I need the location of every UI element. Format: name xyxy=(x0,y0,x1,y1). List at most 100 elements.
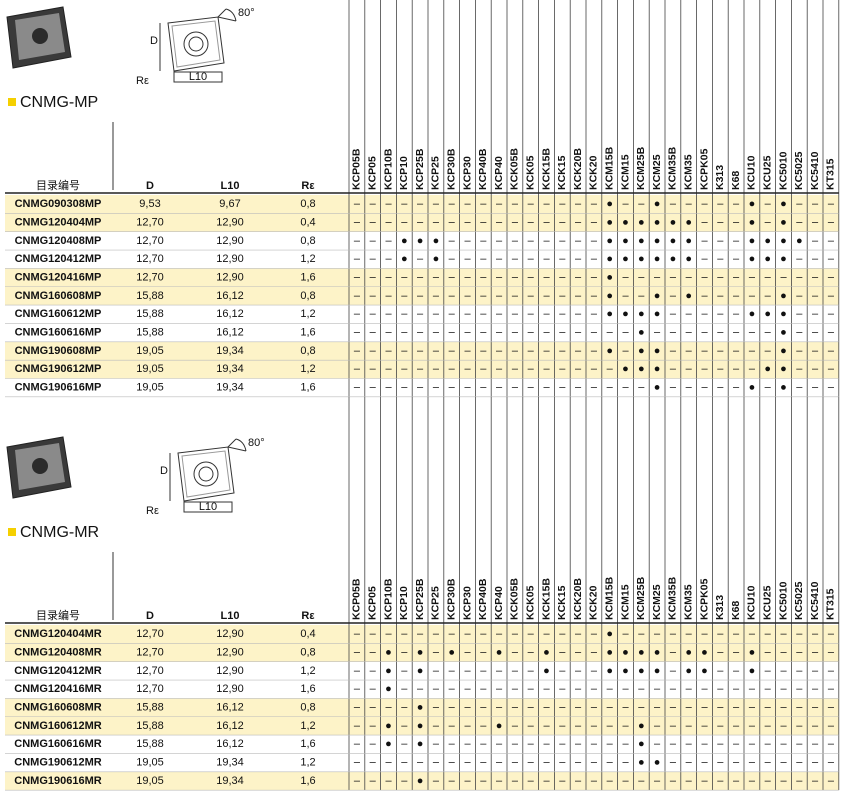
availability: – xyxy=(575,646,582,658)
availability: ● xyxy=(417,775,424,787)
availability: – xyxy=(717,345,724,357)
availability: – xyxy=(575,775,582,787)
availability: ● xyxy=(606,198,613,210)
availability: – xyxy=(638,271,645,283)
availability: – xyxy=(559,628,566,640)
availability: – xyxy=(812,345,819,357)
availability: – xyxy=(543,216,550,228)
row-highlight xyxy=(5,213,839,232)
r-value: 0,8 xyxy=(300,235,315,247)
availability: – xyxy=(733,382,740,394)
availability: – xyxy=(749,628,756,640)
availability: – xyxy=(354,646,361,658)
availability: ● xyxy=(764,363,771,375)
r-value: 0,8 xyxy=(300,701,315,713)
availability: ● xyxy=(622,646,629,658)
availability: – xyxy=(701,738,708,750)
d-value: 19,05 xyxy=(136,345,164,357)
availability: – xyxy=(559,235,566,247)
grade-header: KCM15B xyxy=(603,576,615,620)
availability: – xyxy=(433,775,440,787)
availability: – xyxy=(591,775,598,787)
d-value: 12,70 xyxy=(136,271,164,283)
d-value: 15,88 xyxy=(136,308,164,320)
availability: – xyxy=(638,382,645,394)
r-value: 1,6 xyxy=(300,327,315,339)
availability: – xyxy=(401,382,408,394)
catalog-number: CNMG190608MP xyxy=(15,345,102,357)
grade-header: KCP25B xyxy=(414,148,426,190)
availability: – xyxy=(591,665,598,677)
grade-header: K313 xyxy=(714,595,726,620)
availability: – xyxy=(496,738,503,750)
availability: – xyxy=(686,720,693,732)
diagram-inner xyxy=(171,20,221,68)
row-highlight xyxy=(5,716,839,736)
availability: – xyxy=(591,345,598,357)
availability: ● xyxy=(654,235,661,247)
availability: – xyxy=(828,235,835,247)
availability: – xyxy=(575,271,582,283)
availability: – xyxy=(464,216,471,228)
availability: – xyxy=(575,757,582,769)
title-marker xyxy=(8,98,16,106)
grade-header: KC5410 xyxy=(809,151,821,190)
availability: ● xyxy=(606,646,613,658)
availability: ● xyxy=(622,665,629,677)
row-highlight xyxy=(5,195,839,214)
column-header: L10 xyxy=(221,610,240,622)
l10-label: L10 xyxy=(189,71,207,83)
grade-header: KCK15B xyxy=(540,148,552,190)
availability: – xyxy=(749,363,756,375)
availability: – xyxy=(512,738,519,750)
availability: – xyxy=(449,235,456,247)
availability: – xyxy=(812,327,819,339)
availability: – xyxy=(765,327,772,339)
availability: – xyxy=(543,363,550,375)
availability: – xyxy=(480,290,487,302)
availability: – xyxy=(480,363,487,375)
availability: – xyxy=(354,345,361,357)
availability: – xyxy=(828,327,835,339)
availability: – xyxy=(528,757,535,769)
availability: – xyxy=(749,701,756,713)
availability: – xyxy=(528,646,535,658)
catalog-number: CNMG160616MR xyxy=(14,738,101,750)
availability: – xyxy=(670,290,677,302)
availability: – xyxy=(812,757,819,769)
availability: – xyxy=(575,683,582,695)
availability: – xyxy=(796,738,803,750)
availability: – xyxy=(749,271,756,283)
availability: – xyxy=(733,665,740,677)
availability: – xyxy=(828,253,835,265)
availability: – xyxy=(496,363,503,375)
availability: – xyxy=(370,363,377,375)
availability: – xyxy=(796,720,803,732)
availability: ● xyxy=(638,720,645,732)
availability: – xyxy=(512,363,519,375)
availability: – xyxy=(591,683,598,695)
availability: – xyxy=(622,345,629,357)
availability: – xyxy=(543,198,550,210)
availability: – xyxy=(496,198,503,210)
availability: – xyxy=(765,290,772,302)
availability: – xyxy=(543,327,550,339)
row-highlight xyxy=(5,643,839,662)
availability: – xyxy=(765,757,772,769)
availability: – xyxy=(701,628,708,640)
availability: ● xyxy=(654,216,661,228)
r-value: 1,6 xyxy=(300,382,315,394)
availability: ● xyxy=(606,235,613,247)
angle-label: 80° xyxy=(238,7,255,19)
availability: – xyxy=(433,665,440,677)
availability: ● xyxy=(385,683,392,695)
availability: ● xyxy=(622,363,629,375)
availability: – xyxy=(449,363,456,375)
availability: – xyxy=(401,720,408,732)
availability: – xyxy=(796,271,803,283)
row-highlight xyxy=(5,268,839,287)
availability: – xyxy=(512,308,519,320)
availability: ● xyxy=(780,290,787,302)
availability: – xyxy=(464,345,471,357)
